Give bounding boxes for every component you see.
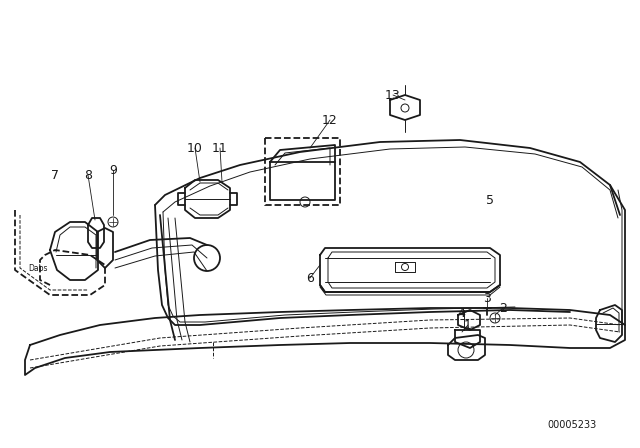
Text: 9: 9 <box>109 164 117 177</box>
Text: 1: 1 <box>464 319 472 332</box>
Text: 00005233: 00005233 <box>547 420 596 430</box>
Text: 13: 13 <box>385 89 401 102</box>
Text: 2: 2 <box>499 302 507 314</box>
Text: 3: 3 <box>483 292 491 305</box>
Text: 4: 4 <box>457 306 465 319</box>
Text: 10: 10 <box>187 142 203 155</box>
Text: Dabs: Dabs <box>28 263 48 272</box>
Text: 8: 8 <box>84 168 92 181</box>
Text: 5: 5 <box>486 194 494 207</box>
Text: 11: 11 <box>212 142 228 155</box>
Text: 6: 6 <box>306 271 314 284</box>
Text: 7: 7 <box>51 168 59 181</box>
Text: 12: 12 <box>322 113 338 126</box>
